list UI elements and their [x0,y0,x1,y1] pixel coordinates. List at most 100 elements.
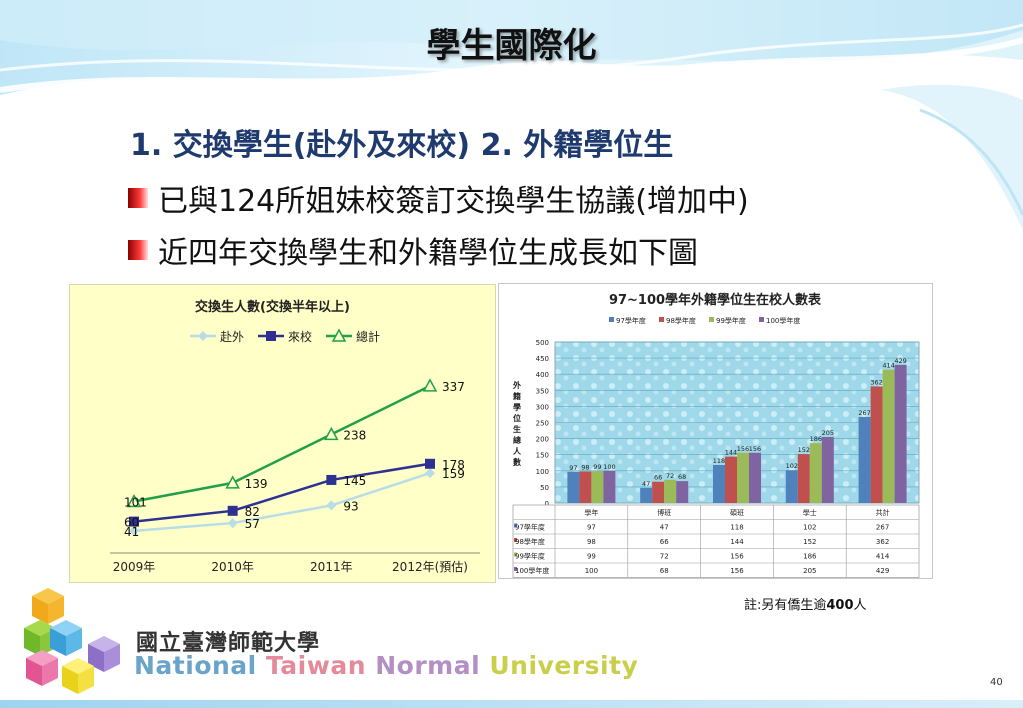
data-point [126,493,142,508]
data-label: 118 [713,457,725,465]
series-line [133,462,431,523]
data-point [225,475,240,489]
data-point [227,518,238,529]
legend-label: 100學年度 [766,316,800,325]
data-point [129,516,139,527]
bar [676,481,689,503]
data-label: 82 [245,505,260,519]
table-legend-key [514,523,517,528]
table-cell: 100 [585,567,598,575]
x-tick-label: 2012年(預估) [392,560,468,574]
bar [749,452,761,503]
data-point [129,525,139,536]
bullet-item: 近四年交換學生和外籍學位生成長如下圖 [128,228,698,272]
footnote-suffix: 人 [853,598,867,613]
data-point [198,331,208,341]
data-label: 159 [442,467,465,481]
data-label: 429 [894,357,906,365]
data-point [331,328,347,342]
legend-entry: 97學年度 [609,316,646,325]
table-cell: 47 [660,524,669,532]
table-cell: 102 [803,524,816,532]
legend-label: 97學年度 [616,316,646,325]
data-label: 47 [642,480,650,488]
legend-swatch [709,317,714,322]
series-line [133,471,431,533]
table-header-cell: 共計 [876,508,890,517]
slide-title: 學生國際化 [426,26,597,66]
data-label: 98 [581,463,589,471]
series-line [133,384,431,503]
bottom-bar [0,700,1023,708]
legend-swatch [609,317,614,322]
data-label: 100 [603,463,615,471]
university-name-word: Normal [375,651,481,680]
bar [664,479,677,503]
table-cell: 267 [876,524,889,532]
data-label: 139 [245,477,268,491]
table-cell: 68 [660,567,669,575]
data-table [512,504,920,578]
legend-entry: 98學年度 [659,316,696,325]
y-axis-label-char: 學 [513,402,521,412]
legend-entry: 來校 [258,329,312,344]
bar [603,470,616,503]
data-label: 267 [858,409,870,417]
data-label: 72 [666,472,674,480]
bar [737,452,749,503]
table-header-cell: 學士 [803,508,817,517]
university-name-word: Taiwan [265,651,366,680]
data-label: 156 [749,445,761,453]
table-cell: 362 [876,538,889,546]
legend-entry: 總計 [326,328,380,344]
y-tick-label: 450 [536,355,549,363]
footnote: 註:另有僑生逾400人 [744,594,867,613]
y-tick-label: 250 [536,420,549,428]
bar-chart-svg: 97~100學年外籍學位生在校人數表 97學年度 98學年度 99學年度 100學年度外… [512,292,920,578]
bullet-square-icon [128,240,148,260]
data-label: 41 [124,525,139,539]
bar [640,487,653,503]
exchange-students-line-chart: 交換生人數(交換半年以上) 赴外 來校 總計 2009年 2010年 2011年 2012年(… [69,284,496,583]
data-point [425,468,435,479]
table-legend-key [514,567,517,571]
y-tick-label: 300 [536,403,549,411]
table-cell: 144 [730,538,744,546]
data-point [227,505,238,516]
bullet-item: 已與124所姐妹校簽訂交換學生協議(增加中) [128,176,749,220]
data-point [266,331,276,341]
legend-label: 98學年度 [666,316,696,325]
bar [882,369,895,503]
table-cell: 152 [803,538,816,546]
university-name-word: University [489,651,639,680]
y-axis-label-char: 總 [513,435,521,445]
table-cell: 72 [660,553,669,561]
table-header-cell: 碩班 [730,508,744,517]
x-tick-label: 2009年 [113,560,156,574]
legend-entry: 赴外 [190,330,244,344]
data-label: 93 [343,499,358,513]
data-label: 60 [124,516,139,530]
y-tick-label: 0 [545,500,549,508]
y-tick-label: 500 [536,339,549,347]
x-tick-label: 2011年 [310,560,353,574]
bar [591,471,604,503]
data-label: 102 [786,462,798,470]
bar [725,456,737,503]
data-label: 337 [442,380,465,394]
legend-label: 來校 [288,329,312,344]
table-cell: 186 [803,553,817,561]
data-label: 362 [870,378,882,386]
y-axis-label-char: 數 [513,457,521,467]
table-cell: 99 [587,553,596,561]
data-label: 156 [737,445,749,453]
data-label: 178 [442,458,465,472]
table-cell: 429 [876,567,889,575]
y-axis-label-char: 位 [513,413,521,423]
legend-entry: 100學年度 [759,316,800,325]
university-name-zh: 國立臺灣師範大學 [136,631,321,656]
y-tick-label: 100 [536,468,549,476]
data-point [425,458,435,469]
table-cell: 156 [730,553,744,561]
